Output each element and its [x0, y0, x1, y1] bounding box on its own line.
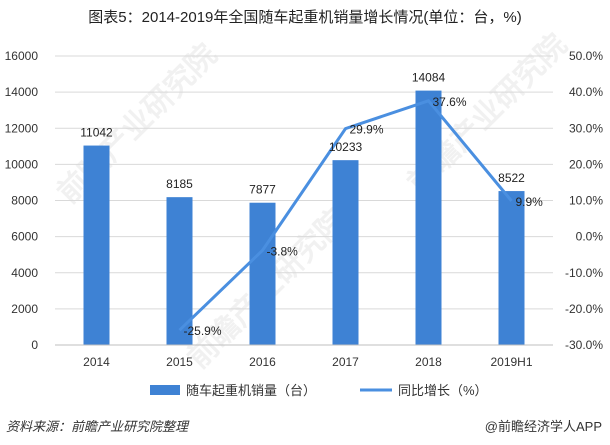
line-value-label: -25.9% — [184, 324, 222, 338]
credit-note: @前瞻经济学人APP — [484, 419, 602, 434]
x-tick-label: 2017 — [332, 355, 359, 369]
y-right-tick-label: 30.0% — [569, 121, 603, 135]
gridlines — [55, 55, 553, 310]
legend-line-label: 同比增长（%） — [398, 383, 488, 398]
bar — [415, 90, 442, 345]
x-tick-label: 2014 — [83, 355, 110, 369]
bar-value-label: 10233 — [329, 140, 363, 154]
line-value-label: 37.6% — [433, 95, 467, 109]
x-tick-label: 2019H1 — [490, 355, 532, 369]
y-left-tick-label: 4000 — [11, 266, 38, 280]
line-value-label: -3.8% — [267, 244, 299, 258]
line-value-label: 9.9% — [516, 195, 544, 209]
line-series — [178, 99, 513, 332]
bar-value-label: 8185 — [166, 177, 193, 191]
legend-bar-swatch — [150, 385, 180, 395]
bar-value-label: 8522 — [498, 171, 525, 185]
bar — [332, 160, 359, 345]
bar-value-label: 11042 — [80, 126, 113, 140]
y-right-tick-label: 0.0% — [576, 230, 604, 244]
y-left-tick-label: 8000 — [11, 194, 38, 208]
data-labels: 11042 8185 7877 10233 14084 8522 -25.9% -3.8% 29… — [80, 71, 543, 339]
line-value-label: 29.9% — [350, 123, 384, 137]
legend: 随车起重机销量（台） 同比增长（%） — [150, 383, 488, 398]
y-left-tick-label: 10000 — [5, 157, 39, 171]
y-right-tick-label: 40.0% — [569, 85, 603, 99]
y-left-tick-label: 6000 — [11, 230, 38, 244]
y-left-tick-label: 12000 — [5, 121, 39, 135]
growth-line — [178, 99, 513, 332]
watermark-text: 前瞻产业研究院 — [51, 37, 224, 210]
y-right-tick-label: 20.0% — [569, 157, 603, 171]
source-note: 资料来源：前瞻产业研究院整理 — [6, 419, 189, 434]
bar-value-label: 7877 — [249, 183, 276, 197]
y-right-tick-label: 10.0% — [569, 194, 603, 208]
y-left-tick-label: 14000 — [5, 85, 39, 99]
y-right-tick-label: -20.0% — [565, 302, 603, 316]
bar — [249, 202, 276, 345]
x-tick-label: 2018 — [415, 355, 442, 369]
y-left-tick-label: 2000 — [11, 302, 38, 316]
bar-series — [83, 90, 525, 345]
y-right-tick-label: 50.0% — [569, 49, 603, 63]
y-left-tick-label: 16000 — [5, 49, 39, 63]
y-right-tick-label: -10.0% — [565, 266, 603, 280]
chart-title: 图表5：2014-2019年全国随车起重机销量增长情况(单位：台，%) — [88, 9, 522, 26]
legend-bar-label: 随车起重机销量（台） — [186, 383, 316, 398]
y-left-tick-label: 0 — [31, 338, 38, 352]
y-right-tick-label: -30.0% — [565, 338, 603, 352]
x-tick-label: 2016 — [249, 355, 276, 369]
bar — [83, 145, 110, 345]
bar — [498, 191, 525, 345]
axes: 0 2000 4000 6000 8000 10000 12000 14000 16000 -30… — [5, 49, 604, 369]
x-tick-label: 2015 — [166, 355, 193, 369]
bar-value-label: 14084 — [412, 71, 446, 85]
